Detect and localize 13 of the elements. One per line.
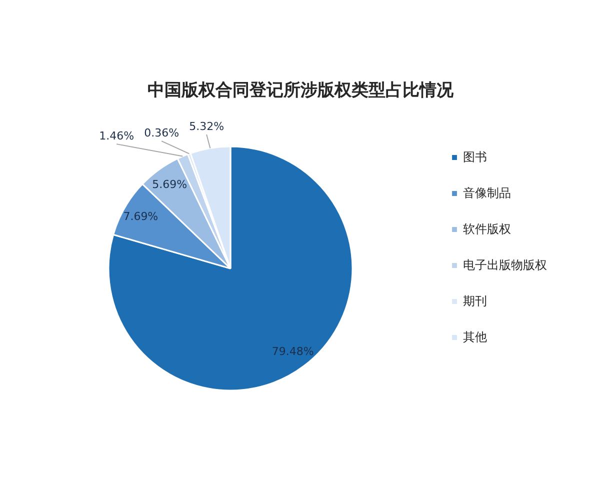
data-label: 5.32% — [189, 120, 224, 134]
legend-label: 其他 — [463, 328, 487, 346]
legend-label: 电子出版物版权 — [463, 256, 547, 274]
legend-label: 图书 — [463, 148, 487, 166]
legend-label: 软件版权 — [463, 220, 511, 238]
chart-title: 中国版权合同登记所涉版权类型占比情况 — [148, 80, 454, 100]
data-label: 7.69% — [123, 210, 158, 224]
legend-label: 音像制品 — [463, 184, 511, 202]
data-label: 1.46% — [99, 130, 134, 143]
data-label: 79.48% — [272, 344, 314, 358]
legend-label: 期刊 — [463, 292, 487, 310]
data-label: 5.69% — [152, 178, 188, 192]
data-label: 0.36% — [144, 126, 180, 140]
